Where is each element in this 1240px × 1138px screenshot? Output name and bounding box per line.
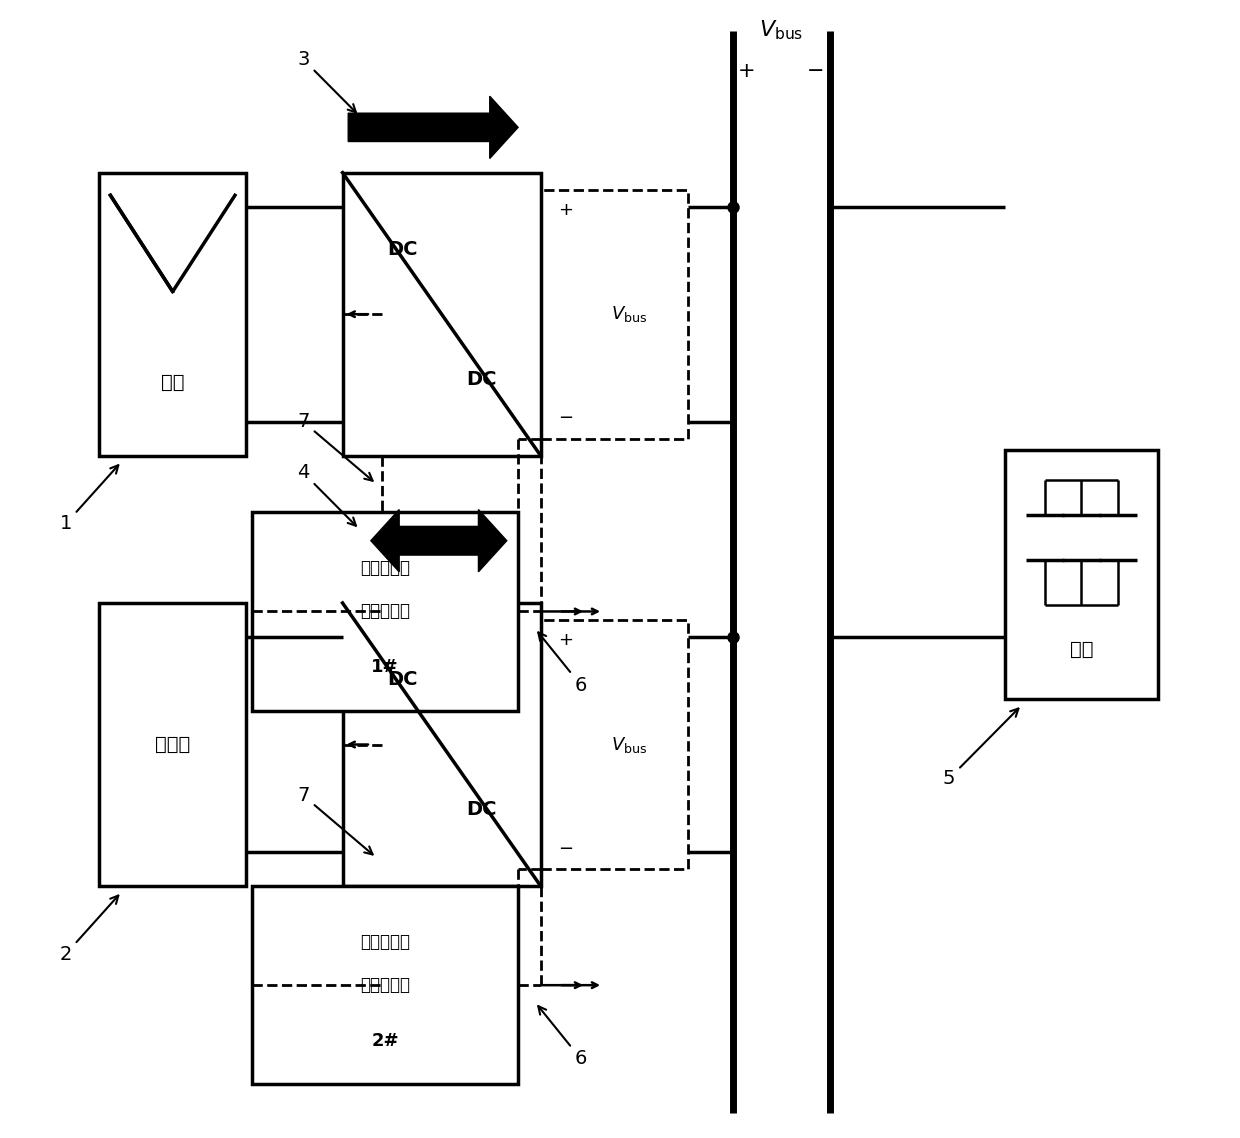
FancyArrow shape (371, 510, 484, 571)
Text: +: + (558, 632, 573, 650)
Text: 负载: 负载 (1070, 640, 1094, 659)
Text: −: − (558, 840, 573, 858)
Text: 本地控制器: 本地控制器 (360, 976, 410, 995)
Text: 1#: 1# (371, 658, 399, 676)
Text: 蓄电池: 蓄电池 (155, 735, 190, 754)
FancyArrow shape (348, 97, 518, 158)
Text: 光伏: 光伏 (161, 372, 185, 391)
Bar (541, 190, 688, 439)
Text: 7: 7 (298, 412, 373, 480)
Text: +: + (558, 201, 573, 218)
Bar (99, 173, 247, 455)
Text: 2#: 2# (371, 1032, 399, 1049)
Text: $V_\mathrm{bus}$: $V_\mathrm{bus}$ (759, 19, 804, 42)
Text: DC: DC (387, 240, 417, 258)
Text: 电压采集器: 电压采集器 (360, 932, 410, 950)
FancyArrow shape (393, 510, 507, 571)
Text: 2: 2 (60, 896, 118, 964)
Text: 3: 3 (298, 50, 356, 113)
Text: DC: DC (466, 370, 496, 389)
Text: 4: 4 (298, 463, 356, 526)
Bar (541, 620, 688, 869)
Text: $V_\mathrm{bus}$: $V_\mathrm{bus}$ (611, 734, 647, 754)
Text: 本地控制器: 本地控制器 (360, 602, 410, 620)
Text: 1: 1 (60, 465, 118, 534)
Text: 7: 7 (298, 786, 373, 855)
Bar (342, 603, 541, 887)
Text: DC: DC (387, 670, 417, 688)
Text: 电压采集器: 电压采集器 (360, 559, 410, 577)
Bar (252, 887, 518, 1085)
Bar (342, 173, 541, 455)
Bar (99, 603, 247, 887)
Text: 6: 6 (538, 633, 587, 694)
Text: $V_\mathrm{bus}$: $V_\mathrm{bus}$ (611, 304, 647, 324)
Text: +: + (738, 60, 755, 81)
Bar (252, 512, 518, 710)
Text: 6: 6 (538, 1006, 587, 1069)
Bar (1006, 451, 1158, 699)
Text: 5: 5 (942, 709, 1018, 789)
Text: −: − (558, 410, 573, 428)
Text: DC: DC (466, 800, 496, 819)
Text: −: − (807, 60, 825, 81)
